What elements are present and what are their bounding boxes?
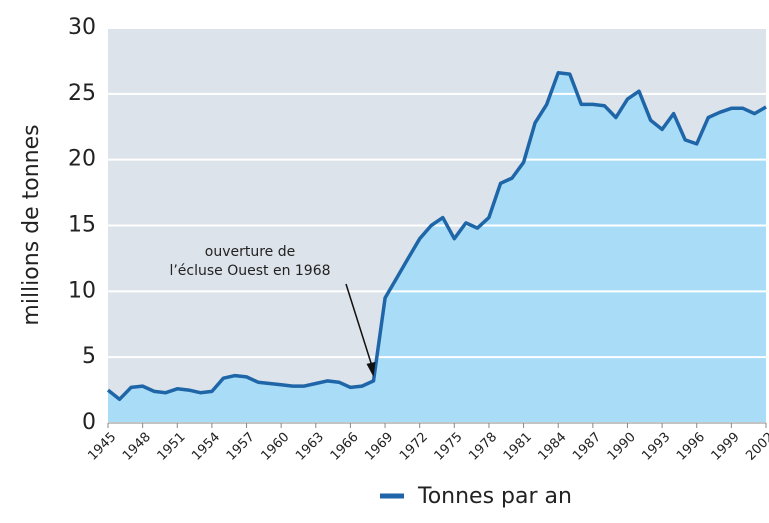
x-tick-label: 1960 [258, 430, 292, 464]
annotation-text: ouverture de [205, 244, 295, 260]
x-tick-label: 1972 [397, 430, 431, 464]
annotation-arrow [345, 283, 375, 372]
y-tick-label: 30 [68, 15, 96, 40]
y-tick-label: 5 [82, 344, 96, 369]
y-tick-label: 20 [68, 147, 96, 172]
x-tick-label: 1969 [362, 430, 396, 464]
annotation-text: l’écluse Ouest en 1968 [169, 263, 330, 279]
x-tick-label: 1993 [639, 430, 673, 464]
x-tick-label: 1948 [120, 430, 154, 464]
line [106, 71, 767, 402]
x-tick-label: 1984 [536, 430, 570, 464]
y-tick-label: 25 [68, 81, 96, 106]
legend-label: Tonnes par an [417, 484, 572, 509]
x-tick-label: 1999 [709, 430, 743, 464]
x-tick-label: 1981 [501, 430, 535, 464]
x-tick-label: 1978 [466, 430, 500, 464]
y-tick-label: 0 [82, 410, 96, 435]
x-tick-label: 1954 [189, 430, 223, 464]
x-tick-label: 1966 [328, 430, 362, 464]
x-tick-label: 1987 [570, 430, 604, 464]
annotation-arrowhead [366, 361, 376, 377]
y-axis-label: millions de tonnes [19, 124, 44, 325]
y-tick-label: 10 [68, 278, 96, 303]
x-tick-label: 1957 [224, 430, 258, 464]
x-tick-label: 2002 [743, 430, 769, 464]
x-tick-label: 1951 [155, 430, 189, 464]
x-tick-label: 1996 [674, 430, 708, 464]
x-tick-label: 1963 [293, 430, 327, 464]
x-tick-label: 1975 [432, 430, 466, 464]
y-tick-label: 15 [68, 213, 96, 238]
x-tick-label: 1990 [605, 430, 639, 464]
